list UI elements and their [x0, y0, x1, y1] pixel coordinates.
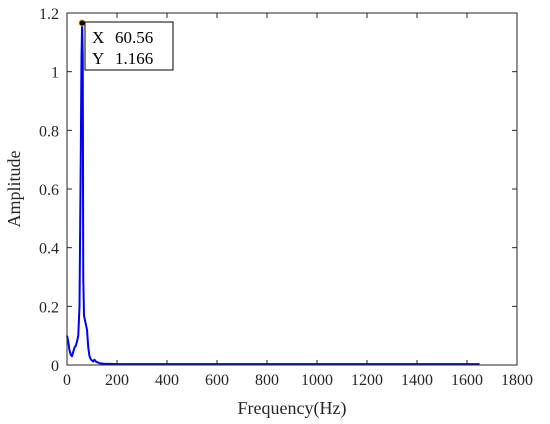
y-tick-label: 0: [51, 358, 59, 375]
tick-labels: 0 200 400 600 800 1000 1200 1400 1600 1800 0 0.2 0.4…: [39, 6, 533, 389]
y-tick-label: 0.8: [39, 123, 59, 140]
x-tick-label: 1000: [301, 372, 333, 389]
y-tick-label: 0.4: [39, 241, 59, 258]
x-tick-label: 600: [205, 372, 229, 389]
x-tick-label: 1800: [501, 372, 533, 389]
datatip-marker: [78, 19, 86, 27]
x-tick-label: 1600: [451, 372, 483, 389]
x-tick-label: 1200: [351, 372, 383, 389]
datatip-x-value: 60.56: [115, 28, 153, 47]
y-tick-label: 1: [51, 65, 59, 82]
x-tick-label: 1400: [401, 372, 433, 389]
x-tick-label: 400: [155, 372, 179, 389]
y-tick-label: 0.6: [39, 182, 59, 199]
y-tick-label: 0.2: [39, 299, 59, 316]
plot-area: [67, 13, 517, 365]
x-tick-label: 200: [105, 372, 129, 389]
x-axis-label: Frequency(Hz): [238, 398, 347, 419]
plot-frame: [66, 12, 518, 366]
datatip-y-value: 1.166: [115, 49, 153, 68]
datatip-box: [84, 21, 174, 71]
series-line: [66, 21, 480, 366]
y-axis-label: Amplitude: [4, 150, 24, 227]
x-tick-label: 800: [255, 372, 279, 389]
datatip-x-prefix: X: [92, 28, 104, 47]
x-tick-label: 0: [63, 372, 71, 389]
y-tick-label: 1.2: [39, 6, 59, 23]
datatip-y-prefix: Y: [92, 49, 104, 68]
datatip[interactable]: X 60.56 Y 1.166: [78, 19, 174, 71]
